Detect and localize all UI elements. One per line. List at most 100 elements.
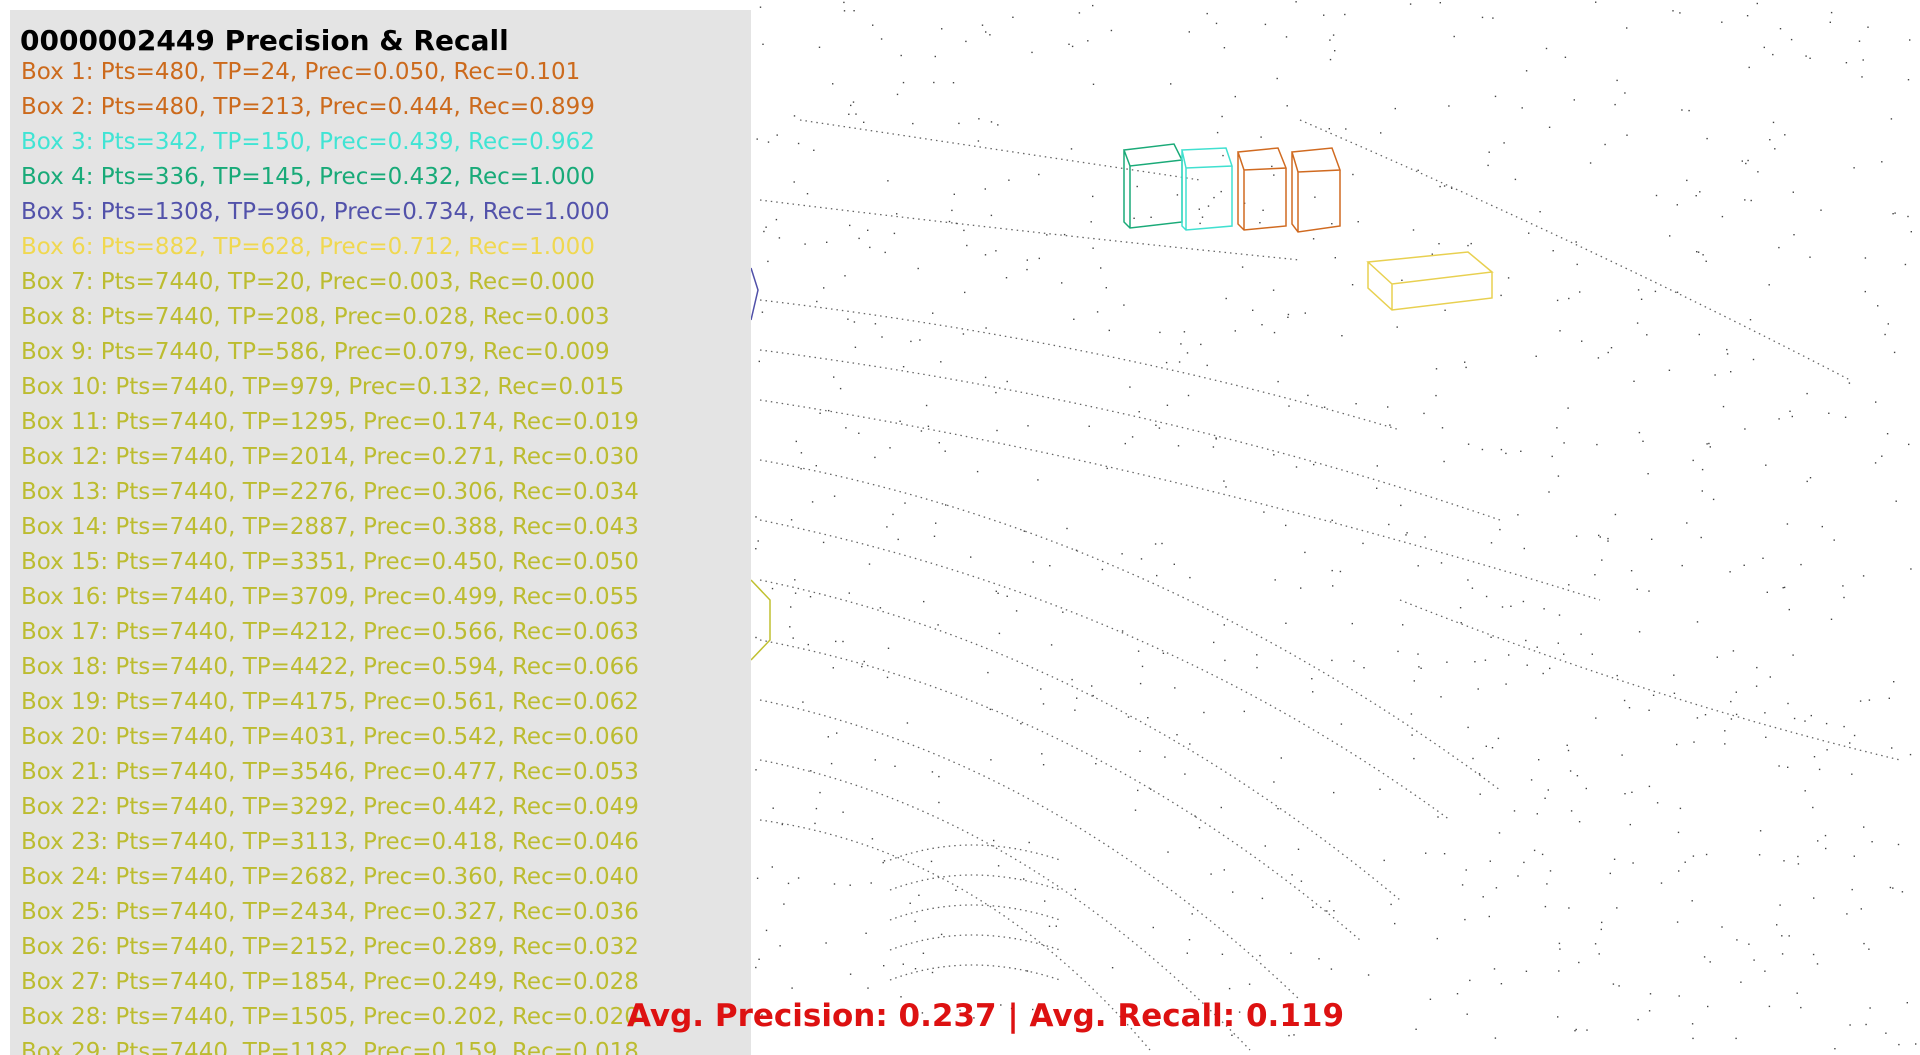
- lidar-point: [1691, 900, 1693, 902]
- lidar-point: [1706, 137, 1708, 140]
- lidar-point: [1525, 970, 1528, 972]
- lidar-point: [1702, 254, 1704, 256]
- lidar-point: [1186, 952, 1188, 954]
- lidar-point: [1517, 514, 1519, 516]
- lidar-point: [843, 1, 845, 4]
- lidar-point: [1074, 888, 1076, 891]
- box-metrics-line: Box 11: Pts=7440, TP=1295, Prec=0.174, R…: [21, 409, 639, 435]
- box-wireframe: [1291, 147, 1342, 233]
- lidar-point: [881, 336, 883, 338]
- lidar-point: [758, 360, 760, 363]
- lidar-point: [1549, 667, 1551, 670]
- lidar-point: [1479, 793, 1481, 795]
- lidar-point: [962, 333, 965, 335]
- lidar-point: [1241, 266, 1244, 268]
- lidar-point: [1745, 162, 1747, 165]
- lidar-point: [852, 101, 855, 103]
- lidar-point: [1273, 454, 1275, 456]
- lidar-point: [1669, 235, 1671, 237]
- lidar-point: [1465, 869, 1467, 871]
- lidar-point: [761, 311, 764, 313]
- lidar-point: [1591, 653, 1593, 655]
- lidar-point: [1413, 680, 1415, 682]
- lidar-point: [1334, 50, 1336, 52]
- lidar-point: [1781, 935, 1783, 937]
- lidar-point: [1804, 720, 1806, 722]
- lidar-point: [1594, 574, 1596, 576]
- lidar-point: [1323, 14, 1325, 16]
- lidar-point: [1276, 77, 1278, 80]
- lidar-point: [1636, 588, 1638, 590]
- box-metrics-line: Box 3: Pts=342, TP=150, Prec=0.439, Rec=…: [21, 129, 595, 155]
- lidar-point: [1769, 139, 1771, 141]
- lidar-point: [1885, 1032, 1887, 1034]
- lidar-point: [1596, 443, 1598, 446]
- lidar-point: [966, 244, 968, 247]
- lidar-point: [1730, 718, 1733, 720]
- lidar-point: [1595, 1, 1597, 3]
- lidar-point: [847, 318, 849, 320]
- lidar-point: [1367, 974, 1370, 976]
- lidar-point: [1765, 464, 1767, 466]
- lidar-point: [1551, 455, 1553, 458]
- lidar-point: [1559, 948, 1561, 950]
- lidar-point: [1038, 257, 1040, 260]
- lidar-point: [1601, 921, 1603, 924]
- scan-ring: [759, 299, 1401, 431]
- lidar-point: [1055, 925, 1057, 927]
- lidar-point: [938, 801, 940, 804]
- lidar-point: [1092, 195, 1094, 198]
- lidar-point: [1435, 394, 1437, 397]
- lidar-point: [1699, 191, 1701, 193]
- lidar-point: [1178, 361, 1181, 363]
- lidar-point: [1075, 549, 1078, 551]
- lidar-point: [1868, 699, 1871, 701]
- lidar-point: [1466, 1013, 1468, 1015]
- lidar-point: [1769, 676, 1771, 678]
- lidar-point: [1862, 59, 1864, 61]
- lidar-point: [858, 237, 860, 240]
- lidar-point: [1616, 907, 1618, 909]
- lidar-point: [1874, 462, 1877, 464]
- lidar-point: [1607, 540, 1609, 542]
- lidar-point: [1262, 209, 1264, 211]
- lidar-point: [1285, 622, 1287, 624]
- scan-ring: [759, 459, 1501, 791]
- lidar-point: [1849, 1024, 1851, 1026]
- lidar-point: [1732, 650, 1735, 652]
- box-metrics-line: Box 29: Pts=7440, TP=1182, Prec=0.159, R…: [21, 1039, 639, 1055]
- lidar-point: [1446, 661, 1448, 663]
- lidar-point: [1061, 282, 1063, 284]
- lidar-point: [1730, 700, 1732, 703]
- lidar-point: [1721, 215, 1724, 218]
- lidar-point: [1569, 770, 1572, 772]
- lidar-point: [1886, 433, 1889, 435]
- lidar-point: [1679, 12, 1681, 14]
- lidar-point: [1438, 243, 1440, 245]
- metrics-panel: 0000002449 Precision & Recall Box 1: Pts…: [10, 10, 751, 1055]
- lidar-point: [940, 361, 942, 363]
- lidar-point: [1199, 222, 1201, 225]
- lidar-point: [1333, 910, 1335, 912]
- lidar-point: [1345, 128, 1347, 130]
- lidar-point: [1678, 995, 1680, 997]
- lidar-point: [1485, 595, 1488, 598]
- lidar-point: [1331, 659, 1333, 662]
- lidar-point: [927, 425, 930, 427]
- lidar-point: [1198, 208, 1200, 210]
- lidar-point: [1624, 793, 1626, 795]
- lidar-point: [1893, 681, 1895, 683]
- scan-ring: [1299, 119, 1851, 381]
- lidar-point: [1492, 17, 1494, 19]
- lidar-point: [819, 412, 821, 414]
- lidar-point: [871, 838, 874, 840]
- lidar-point: [1223, 480, 1225, 482]
- lidar-point: [1487, 164, 1489, 167]
- lidar-point: [1223, 47, 1226, 49]
- lidar-point: [894, 765, 896, 767]
- lidar-point: [1333, 791, 1335, 794]
- lidar-point: [1331, 569, 1333, 572]
- lidar-point: [1131, 436, 1134, 438]
- lidar-point: [989, 708, 991, 711]
- lidar-point: [1477, 688, 1479, 690]
